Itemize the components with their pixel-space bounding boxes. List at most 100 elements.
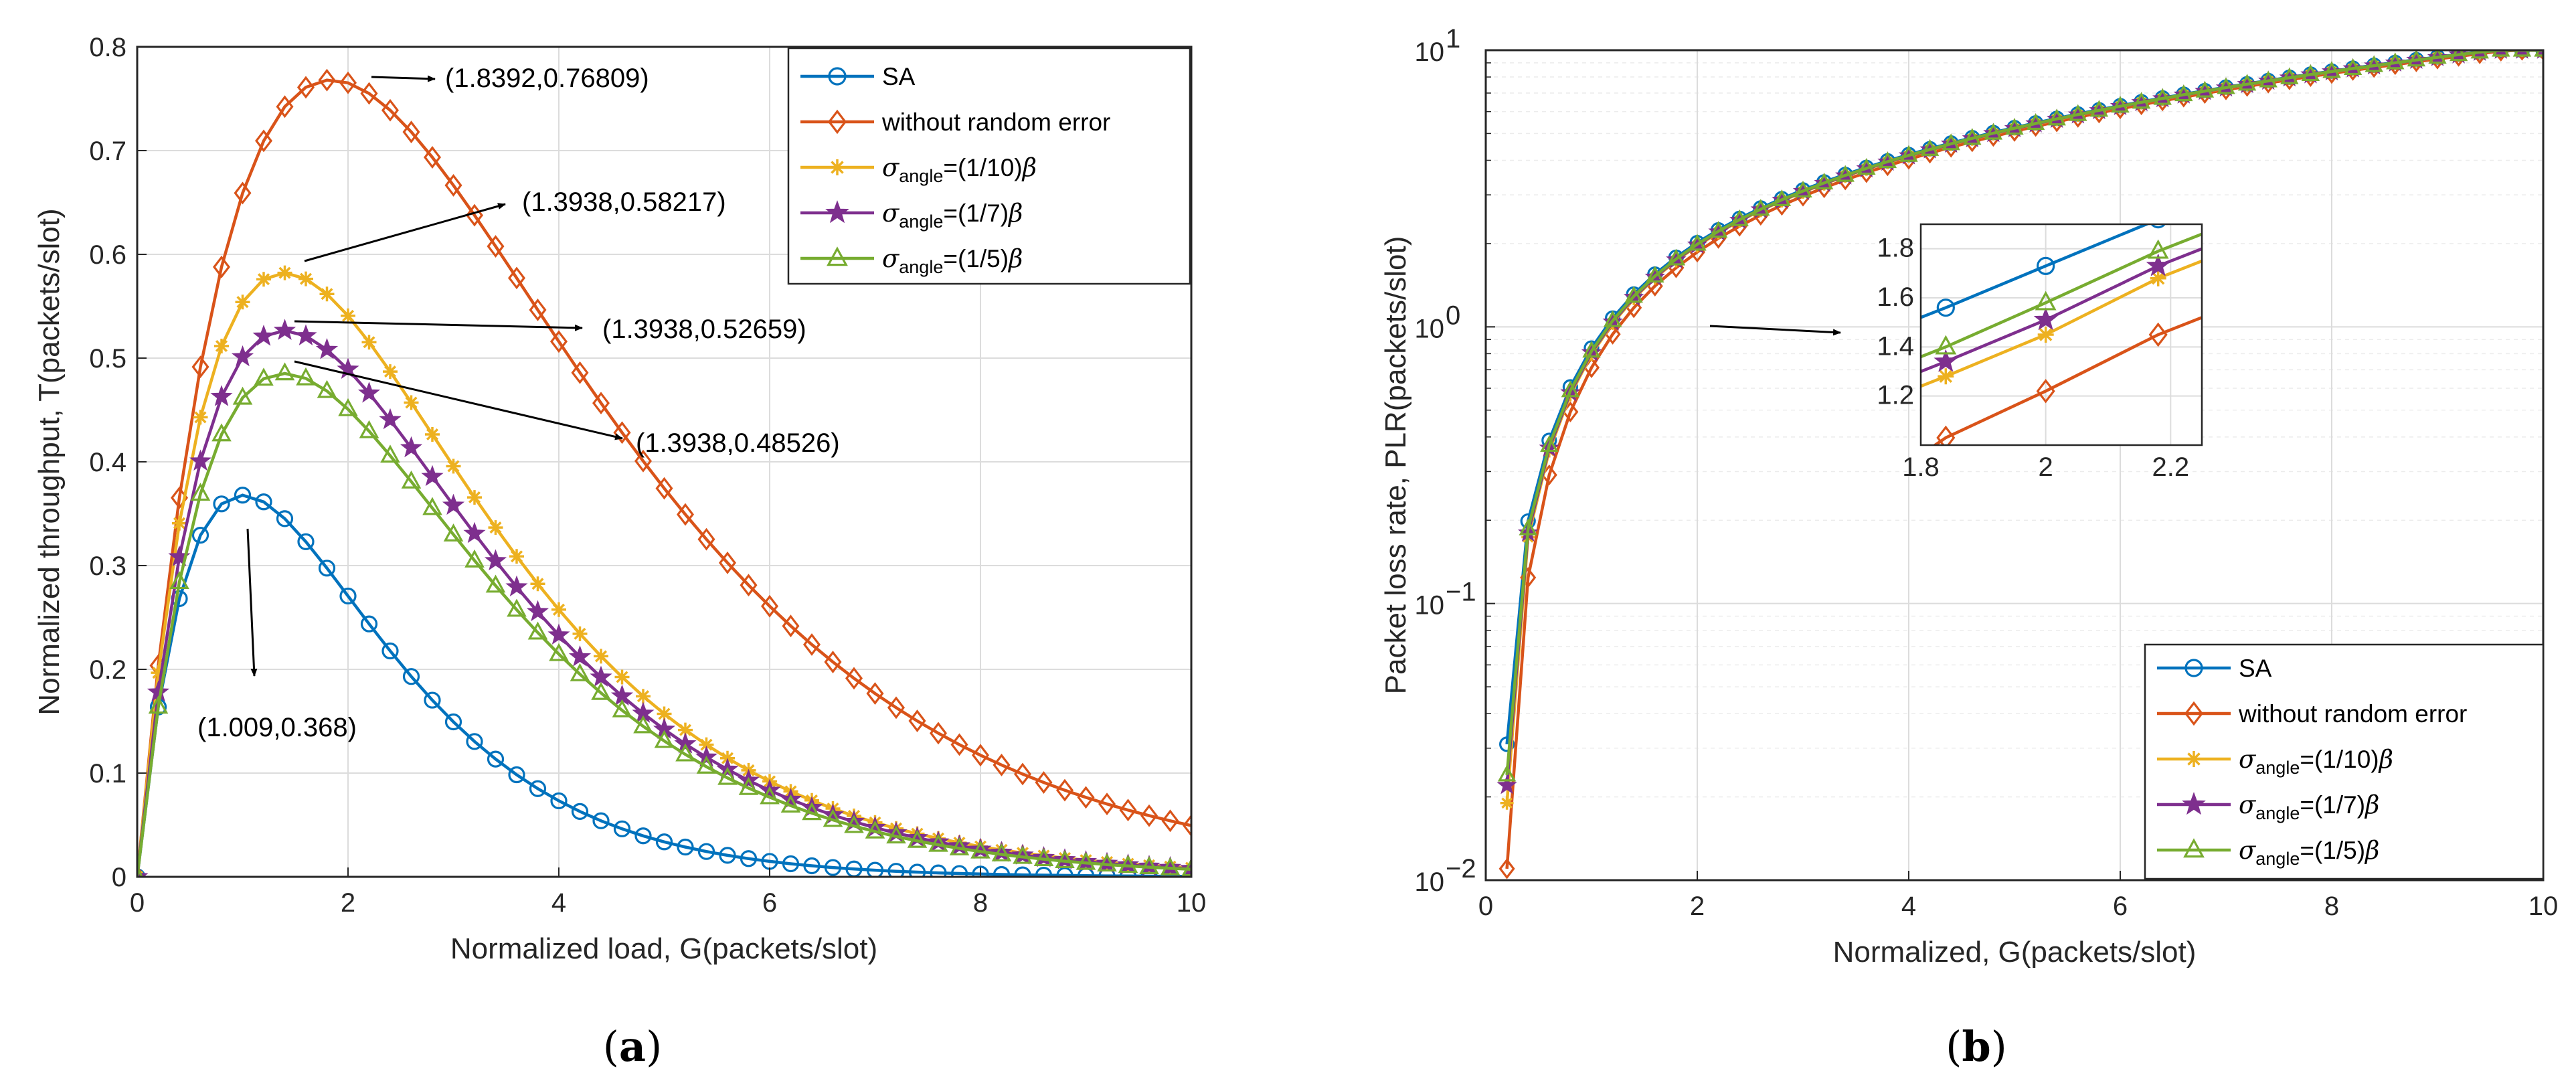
data-point [1014,866,1031,877]
data-point [231,345,254,367]
data-point [780,795,801,813]
data-point [2174,84,2193,102]
data-point [254,367,274,386]
data-point [676,503,695,526]
data-point [151,665,166,681]
data-point [1936,299,1955,317]
x-tick-label: 10 [2528,892,2559,921]
data-point [591,681,611,700]
data-point [507,266,526,290]
legend-subscript: angle [2255,803,2300,823]
ticks: 0 2 4 6 8 10 0 0.1 0.2 0.3 0.4 0.5 0.6 0.7 0.8 [89,33,1206,918]
data-point [191,527,209,544]
data-point [2365,55,2383,72]
data-point [828,67,847,86]
data-point [1158,855,1182,877]
legend-item: without random error [800,108,1110,136]
data-point [444,713,462,731]
data-point [1730,209,1749,226]
data-point [379,408,402,430]
data-point [1055,850,1075,869]
data-point [1688,234,1707,251]
legend-beta: β [1007,244,1023,273]
data-point [717,766,738,785]
data-point [1161,809,1179,833]
data-point [2037,256,2055,275]
data-point [1751,199,1770,216]
data-point [2153,88,2172,105]
data-point [298,271,313,286]
data-point [402,668,420,685]
data-point [2182,792,2206,815]
data-point [1540,435,1559,452]
annotation-label: (1.3938,0.58217) [522,187,726,217]
data-point [549,643,569,661]
data-point [827,246,848,266]
data-point [422,497,442,515]
data-point [1582,341,1601,358]
x-tick-label: 8 [973,888,988,918]
data-point [2184,659,2203,677]
legend-label: without random error [2238,700,2467,728]
data-point [2259,70,2278,88]
data-point [234,487,252,504]
data-point [444,173,462,197]
data-point [802,802,822,821]
annotation-arrow [371,75,436,82]
data-point [425,427,440,442]
data-point [1053,848,1076,869]
legend-sigma: σ [2239,836,2257,865]
data-point [169,571,189,590]
inset-zoom: 1.8 2 2.2 1.2 1.4 1.6 1.8 [1877,223,2203,482]
y-tick-label: 0.5 [89,344,126,373]
data-point [360,82,378,105]
data-point [276,510,294,527]
data-point [1181,858,1191,877]
legend-subscript: angle [899,166,943,186]
legend-item: σangle=(1/5)β [2157,836,2379,869]
data-point [529,780,547,797]
data-point [2132,92,2151,109]
caption-b: (b) [1946,1022,2007,1071]
data-point [1814,172,1834,189]
data-point [212,255,231,278]
data-point [590,665,612,687]
legend-item: σangle=(1/7)β [800,199,1023,232]
legend-label: σangle=(1/7)β [882,199,1023,232]
data-point [928,833,948,852]
data-point [829,159,845,175]
inset-series [1921,232,2202,359]
data-point [613,820,631,837]
y-tick-label: 0.2 [89,655,126,685]
data-point [339,587,357,605]
annotation-label: (1.009,0.368) [197,713,357,742]
legend-box [2144,643,2545,880]
y-tick-label: 0.1 [89,759,126,788]
data-point [1033,848,1054,867]
data-point [1500,796,1514,810]
series-angle-1-5 [137,362,1191,877]
inset-y-tick-label: 1.4 [1877,331,1914,361]
legend-suffix: =(1/7) [943,199,1009,227]
y-tick-label: 0 [112,863,126,892]
data-point [844,815,864,833]
y-axis-label: Normalized throughput, T(packets/slot) [33,208,66,715]
data-point [529,299,547,321]
data-point [526,600,549,622]
data-point [592,812,610,829]
data-point [568,645,592,667]
legend-sigma: σ [882,244,900,273]
inset-border [1919,223,2203,446]
data-point [760,786,780,805]
data-point [463,521,486,544]
data-point [824,859,842,876]
legend-label: σangle=(1/10)β [882,153,1037,186]
data-point [507,598,527,617]
annotations: (1.8392,0.76809) (1.3938,0.58217) (1.3938,… [197,64,840,742]
inset-y-tick-label: 1.2 [1877,381,1914,410]
data-point [614,669,630,685]
data-point [191,355,209,379]
y-tick-exponent: −1 [1446,578,1476,607]
